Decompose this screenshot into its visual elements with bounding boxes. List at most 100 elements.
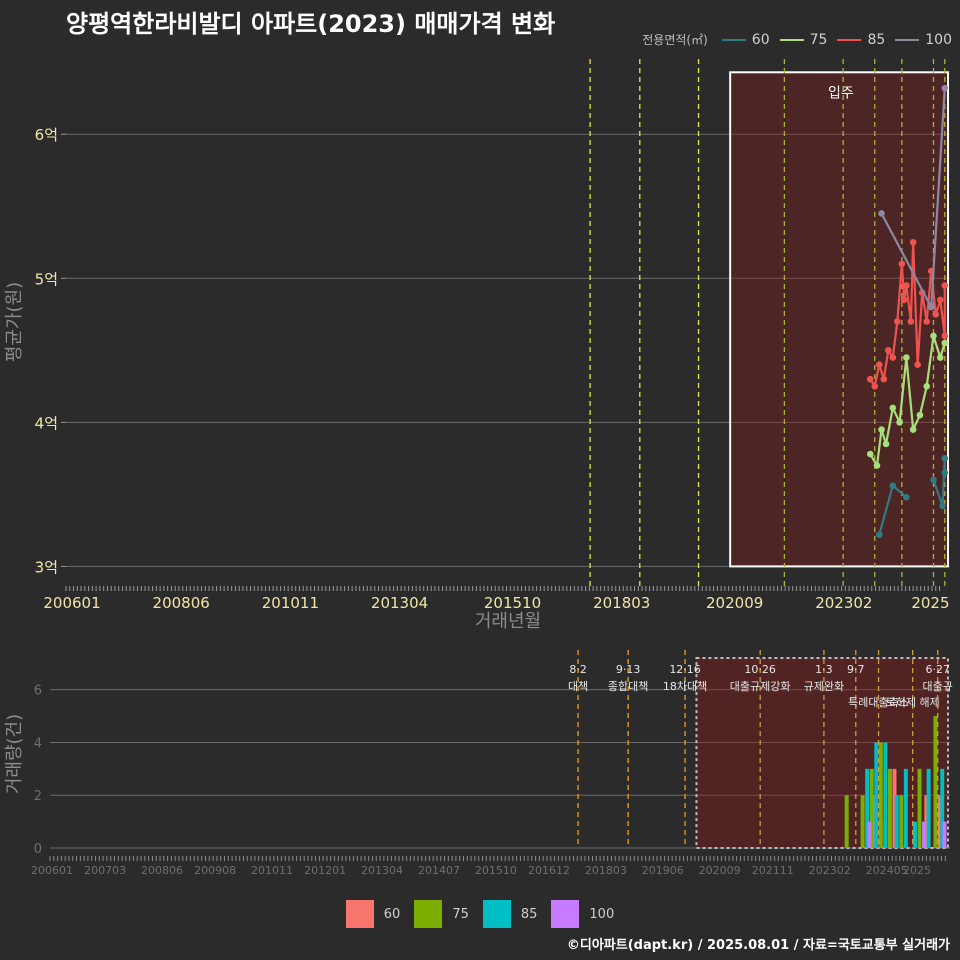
x-axis-title: 거래년월 xyxy=(475,611,541,632)
vol-bar-0-4 xyxy=(938,795,942,848)
vol-bar-2-7 xyxy=(940,768,945,848)
vol-y-axis-title: 거래량(건) xyxy=(4,714,25,794)
vol-x-tick-label-6: 201304 xyxy=(361,864,403,877)
event-label-0: 대책 xyxy=(568,680,588,693)
legend-label-75: 75 xyxy=(809,31,828,48)
data-point-4-2 xyxy=(941,84,949,92)
x-tick-label-2: 201011 xyxy=(262,594,319,612)
vol-bar-1-4 xyxy=(887,768,892,848)
data-point-3-8 xyxy=(900,296,908,304)
vol-bar-2-2 xyxy=(883,742,888,848)
data-point-2-0 xyxy=(866,450,874,458)
vol-bar-2-5 xyxy=(912,821,917,848)
data-point-4-0 xyxy=(878,210,885,217)
data-point-2-3 xyxy=(882,440,890,448)
legend-swatch-100 xyxy=(551,900,580,928)
data-point-1-3 xyxy=(941,469,949,477)
event-date-1: 9·13 xyxy=(616,663,641,676)
vol-y-tick-label-2: 4 xyxy=(34,736,42,751)
vol-bar-0-2 xyxy=(892,768,897,848)
data-point-3-19 xyxy=(941,282,949,289)
data-point-3-5 xyxy=(889,354,897,361)
series-line-1 xyxy=(932,458,946,507)
bottom-legend-item-60: 60 xyxy=(345,900,400,928)
data-point-3-11 xyxy=(909,238,917,246)
vol-bar-1-0 xyxy=(844,795,849,848)
data-point-2-7 xyxy=(909,426,917,433)
data-point-3-2 xyxy=(875,361,883,369)
event-label-7: 토허제 해제 xyxy=(886,695,940,709)
data-point-2-5 xyxy=(896,419,903,426)
bottom-legend-label-85: 85 xyxy=(520,906,538,922)
vol-bar-1-1 xyxy=(860,795,865,848)
vol-x-tick-label-15: 202405 xyxy=(866,864,908,877)
vol-bar-2-0 xyxy=(865,768,870,848)
data-point-3-10 xyxy=(907,318,915,325)
event-date-2: 12·16 xyxy=(669,663,701,676)
x-tick-label-5: 201803 xyxy=(593,594,650,612)
legend-label-100: 100 xyxy=(925,31,952,48)
vol-x-tick-label-14: 202302 xyxy=(809,864,851,877)
vol-x-tick-label-2: 200806 xyxy=(141,864,183,877)
bottom-legend-item-85: 85 xyxy=(482,900,538,928)
vol-x-tick-label-3: 200908 xyxy=(194,864,236,877)
vol-x-tick-label-8: 201510 xyxy=(475,864,517,877)
vol-x-tick-label-1: 200703 xyxy=(84,864,126,877)
legend-swatch-75 xyxy=(414,900,443,928)
x-tick-label-1: 200806 xyxy=(153,594,210,612)
event-label-8: 대출규 xyxy=(923,680,953,693)
vol-x-tick-label-16: 2025 xyxy=(903,864,931,877)
event-label-6: 특례대출축소 xyxy=(848,696,909,709)
data-point-2-1 xyxy=(873,462,881,469)
event-date-3: 10·26 xyxy=(744,663,776,676)
vol-bar-3-0 xyxy=(867,821,872,848)
chart-title: 양평역한라비발디 아파트(2023) 매매가격 변화 xyxy=(66,10,556,38)
data-point-3-14 xyxy=(923,318,931,325)
data-point-0-1 xyxy=(889,482,897,490)
vol-y-tick-label-0: 0 xyxy=(34,842,42,857)
legend-item-60: 60 xyxy=(721,31,770,48)
x-tick-label-8: 2025 xyxy=(911,594,949,612)
vol-y-tick-label-1: 2 xyxy=(34,789,42,804)
x-tick-label-0: 200601 xyxy=(43,594,100,612)
vol-bar-3-2 xyxy=(942,821,947,848)
data-point-3-7 xyxy=(898,260,906,268)
data-point-3-3 xyxy=(880,375,888,383)
data-point-3-1 xyxy=(871,383,879,390)
vol-bar-0-0 xyxy=(871,795,876,848)
data-point-2-2 xyxy=(878,426,885,433)
vol-bar-2-1 xyxy=(874,742,879,848)
data-point-3-17 xyxy=(936,296,944,304)
vol-y-tick-label-3: 6 xyxy=(34,684,42,699)
event-date-5: 9·7 xyxy=(847,663,865,676)
top-legend: 전용면적(㎡) 60 75 85 100 xyxy=(642,31,952,48)
legend-item-75: 75 xyxy=(779,31,828,48)
vol-x-tick-label-5: 201201 xyxy=(304,864,346,877)
vol-x-tick-label-7: 201407 xyxy=(418,864,460,877)
x-tick-label-7: 202302 xyxy=(815,594,872,612)
legend-line-85 xyxy=(837,38,862,41)
vol-bar-2-6 xyxy=(926,768,931,848)
vol-bar-2-4 xyxy=(903,768,908,848)
legend-label-60: 60 xyxy=(751,31,770,48)
data-point-3-16 xyxy=(932,310,940,318)
data-point-3-0 xyxy=(866,375,874,383)
data-point-0-0 xyxy=(875,531,883,538)
vol-x-tick-label-13: 202111 xyxy=(752,864,794,877)
legend-line-75 xyxy=(779,38,804,41)
data-point-2-9 xyxy=(923,383,931,390)
vol-bar-1-2 xyxy=(869,768,874,848)
legend-item-100: 100 xyxy=(895,32,952,48)
legend-item-85: 85 xyxy=(837,32,885,48)
bottom-legend-label-100: 100 xyxy=(589,906,615,922)
data-point-3-12 xyxy=(914,361,921,369)
bottom-legend-label-75: 75 xyxy=(452,906,469,922)
event-date-0: 8·2 xyxy=(569,663,587,676)
y-tick-label-1: 4억 xyxy=(35,414,58,432)
data-point-2-6 xyxy=(903,354,910,361)
legend-line-100 xyxy=(895,38,920,41)
event-date-8: 6·27 xyxy=(925,663,950,676)
series-line-3 xyxy=(869,242,946,390)
data-point-1-2 xyxy=(941,455,949,462)
vol-x-tick-label-10: 201803 xyxy=(585,864,627,877)
